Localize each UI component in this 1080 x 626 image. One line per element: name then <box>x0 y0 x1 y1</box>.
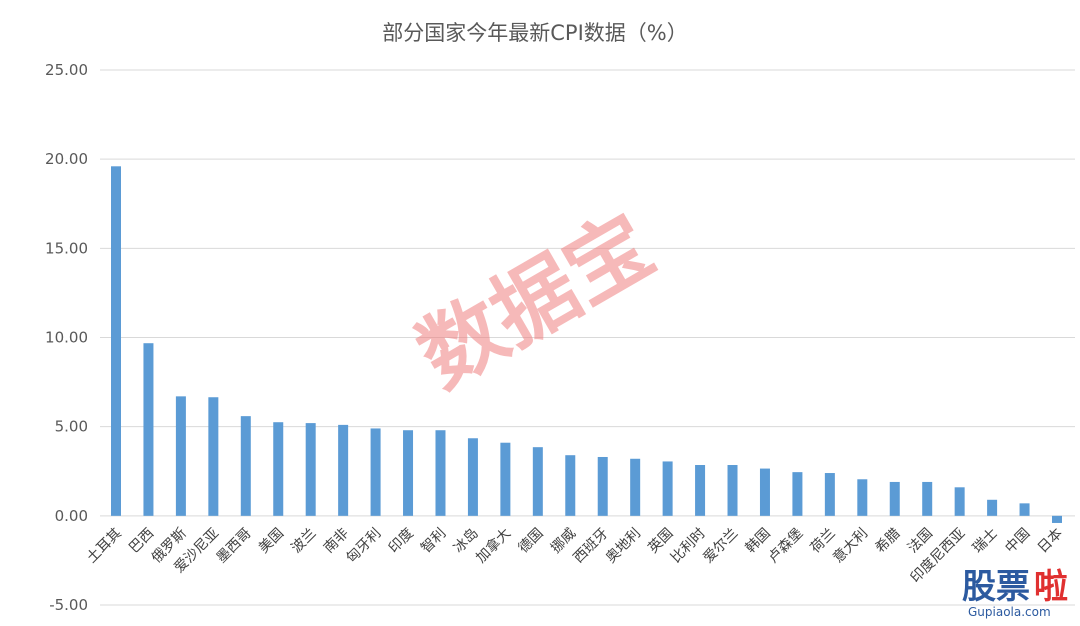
logo-accent-text: 啦 <box>1034 567 1068 607</box>
bar <box>597 456 608 516</box>
bar <box>338 424 349 516</box>
bar <box>857 479 868 516</box>
gridlines <box>100 69 1075 606</box>
x-tick-label: 波兰 <box>288 525 319 556</box>
bar <box>987 499 998 516</box>
x-tick-label: 奥地利 <box>602 525 644 567</box>
bar <box>435 430 446 516</box>
bar <box>467 438 478 516</box>
y-tick-label: 25.00 <box>45 61 88 79</box>
x-tick-label: 印度 <box>386 525 417 556</box>
y-axis-ticks: 25.00 20.00 15.00 10.00 5.00 0.00 -5.00 <box>45 61 88 614</box>
logo: 股票 啦 Gupiaola.com <box>962 567 1068 619</box>
x-tick-label: 日本 <box>1035 525 1066 556</box>
x-tick-label: 瑞士 <box>970 525 1001 556</box>
x-tick-label: 卢森堡 <box>765 525 806 566</box>
bar <box>111 166 121 516</box>
bar <box>1019 503 1030 516</box>
x-tick-label: 意大利 <box>829 525 871 567</box>
y-tick-label: -5.00 <box>49 596 88 614</box>
x-tick-label: 比利时 <box>668 525 709 566</box>
y-tick-label: 5.00 <box>55 418 88 436</box>
bar <box>305 423 316 516</box>
bar <box>889 481 900 516</box>
y-tick-label: 10.00 <box>45 329 88 347</box>
chart-title: 部分国家今年最新CPI数据（%） <box>382 21 687 45</box>
x-tick-label: 墨西哥 <box>214 525 255 566</box>
bar <box>630 458 641 516</box>
logo-sub-text: Gupiaola.com <box>968 605 1051 619</box>
x-tick-label: 智利 <box>418 525 449 556</box>
logo-main-text: 股票 <box>962 567 1030 607</box>
bar <box>792 472 803 516</box>
bar <box>922 481 933 516</box>
bar <box>240 416 251 516</box>
bar <box>175 396 186 516</box>
bars <box>111 166 1062 523</box>
y-tick-label: 20.00 <box>45 150 88 168</box>
y-tick-label: 15.00 <box>45 239 88 257</box>
x-tick-label: 加拿大 <box>472 525 514 567</box>
bar <box>273 422 284 516</box>
x-tick-label: 匈牙利 <box>343 525 384 566</box>
watermark: 数据宝 <box>402 195 669 406</box>
bar <box>695 465 706 516</box>
bar <box>500 442 511 516</box>
x-tick-label: 西班牙 <box>571 525 612 566</box>
bar <box>759 468 770 516</box>
bar <box>565 455 576 516</box>
bar <box>662 461 673 516</box>
bar <box>143 343 154 516</box>
x-tick-label: 中国 <box>1002 525 1033 556</box>
x-tick-label: 美国 <box>256 525 287 556</box>
bar <box>403 430 414 516</box>
bar <box>1052 515 1062 523</box>
bar <box>370 428 381 516</box>
x-tick-label: 希腊 <box>872 525 903 556</box>
x-tick-label: 德国 <box>516 525 547 556</box>
bar <box>824 473 835 516</box>
bar <box>208 397 219 516</box>
x-tick-label: 爱尔兰 <box>700 525 741 566</box>
bar <box>727 465 738 516</box>
bar <box>954 487 965 516</box>
y-tick-label: 0.00 <box>55 507 88 525</box>
x-tick-label: 土耳其 <box>84 525 125 566</box>
bar <box>532 447 543 516</box>
